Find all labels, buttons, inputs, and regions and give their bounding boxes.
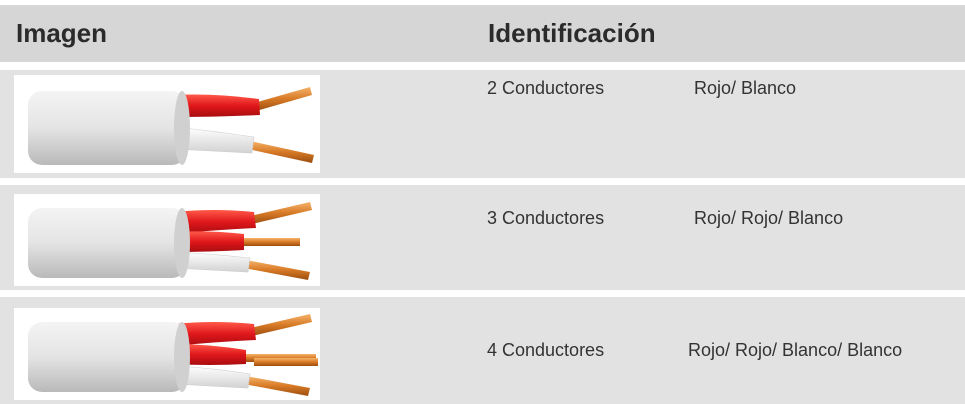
header-band	[0, 5, 965, 62]
cable-drawing	[28, 314, 318, 396]
conductors: 3 Conductores	[487, 208, 605, 228]
cable-image	[14, 194, 320, 286]
colors: Rojo/ Rojo/ Blanco	[694, 208, 844, 228]
cable-drawing	[28, 87, 314, 165]
cable-image	[14, 75, 320, 173]
conductors: 2 Conductores	[487, 78, 605, 98]
colors: Rojo/ Blanco	[694, 78, 797, 98]
conductors: 4 Conductores	[487, 340, 605, 360]
cable-image	[14, 308, 320, 400]
cable-drawing	[28, 202, 312, 280]
colors: Rojo/ Rojo/ Blanco/ Blanco	[688, 340, 903, 360]
header-image: Imagen	[16, 18, 108, 48]
header-identification: Identificación	[488, 18, 656, 48]
